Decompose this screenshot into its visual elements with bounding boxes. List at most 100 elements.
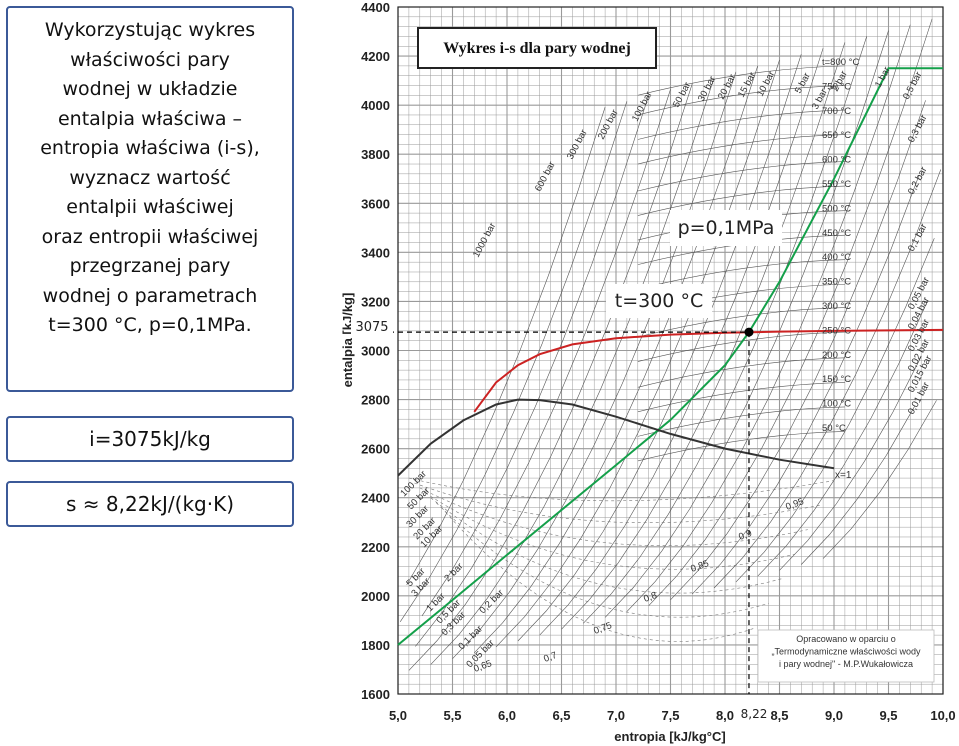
series-line-t-300-C [473,328,944,413]
isobar-label: 20 bar [716,72,738,101]
isotherm-label: 250 °C [822,325,851,336]
task-line: entropia właściwa (i-s), [40,137,260,159]
quality-line [414,482,821,524]
temperature-annotation-bg [606,284,712,318]
chart-title: Wykres i-s dla pary wodnej [443,40,631,57]
source-note-box [757,629,935,683]
y-tick-label: 2000 [361,589,390,604]
isobar-label: 600 bar [533,160,558,194]
isobar-line [648,18,933,606]
entropy-answer-box: s ≈ 8,22kJ/(kg·K) [6,481,294,527]
isotherm-label: t=800 °C [822,57,859,68]
isobar-line [713,169,942,589]
enthalpy-value-label: 3075 [355,320,388,335]
y-tick-label: 4400 [361,0,390,15]
y-tick-label: 2600 [361,442,390,457]
quality-line [419,487,808,546]
isotherm-label: 650 °C [822,130,851,141]
isotherm-label: 600 °C [822,155,851,166]
isotherm-label: 50 °C [822,423,846,434]
isobar-label: 0,1 bar [906,222,930,253]
isobar-label: 0,2 bar [906,165,930,196]
isotherm-line [637,161,845,192]
task-line: przegrzanej pary [69,255,231,277]
isobar-line [474,65,758,654]
isobar-label: 1000 bar [471,221,498,259]
isobar-line [421,95,649,617]
isobar-line [406,107,606,586]
isobar-line [430,77,715,665]
pressure-annotation: p=0,1MPa [678,217,775,239]
x-tick-label: 6,5 [552,708,570,723]
isobar-line [626,24,911,612]
y-tick-label: 4200 [361,49,390,64]
isobar-line [801,406,915,565]
quality-line [430,497,782,594]
y-tick-label: 3400 [361,245,390,260]
y-tick-label: 3000 [361,344,390,359]
source-note-line: „Termodynamiczne właściwości wody [771,647,921,657]
isotherm-line [637,406,845,437]
entropy-answer: s ≈ 8,22kJ/(kg·K) [66,492,234,516]
state-point [744,327,754,337]
isobar-label: 30 bar [696,74,718,103]
isobar-line [692,175,920,595]
x-tick-label: 9,0 [825,708,843,723]
isobar-label: 5 bar [793,71,813,95]
pressure-annotation-bg [670,210,782,246]
y-tick-label: 1600 [361,687,390,702]
isotherm-label: 200 °C [822,350,851,361]
isobar-line [604,30,889,618]
task-line: t=300 °C, p=0,1MPa. [48,314,252,336]
task-description-box: Wykorzystując wykres właściwości pary wodn… [6,6,294,392]
task-line: wodnej o parametrach [42,284,258,307]
x-axis-label: entropia [kJ/kg°C] [614,729,725,744]
isobar-line [670,100,926,601]
saturation-label: x=1 [835,470,852,481]
isobar-line [561,42,846,630]
x-tick-label: 10,0 [930,708,955,723]
isobar-line [408,83,693,671]
y-tick-label: 2400 [361,491,390,506]
isotherm-line [637,85,845,116]
source-note-line: i pary wodnej" - M.P.Wukałowicza [779,659,913,669]
isobar-label: 100 bar [630,90,655,124]
isotherm-label: 550 °C [822,179,851,190]
source-note-line: Opracowano w oparciu o [796,634,896,644]
isotherm-line [637,307,845,338]
entropy-tick-bg [738,704,770,722]
x-tick-label: 5,5 [443,708,461,723]
chart-title-box [417,27,657,69]
isotherm-line [637,431,845,462]
temperature-annotation: t=300 °C [615,290,703,312]
task-line: właściwości pary [70,48,230,71]
y-tick-label: 3800 [361,147,390,162]
x-tick-label: 7,0 [607,708,625,723]
y-tick-label: 2800 [361,393,390,408]
isotherm-line [637,65,845,96]
quality-label: 0,9 [737,528,753,543]
isobar-line [399,101,628,622]
task-line: Wykorzystując wykres [44,19,256,41]
isobar-line [779,356,922,571]
isobar-line [539,48,824,636]
isotherm-line [637,109,845,140]
task-line: wyznacz wartość [69,166,231,189]
isobar-label: 15 bar [736,70,758,99]
isotherm-label: 450 °C [822,228,851,239]
y-tick-label: 2200 [361,540,390,555]
x-tick-label: 5,0 [389,708,407,723]
quality-label: 0,75 [592,620,613,637]
isotherm-label: 100 °C [822,399,851,410]
isotherm-line [637,357,845,388]
isobar-label-low: 2 bar [442,561,465,584]
x-tick-label: 6,0 [498,708,516,723]
enthalpy-tick-bg [351,317,393,335]
isobar-line [583,36,867,624]
quality-line [425,492,795,570]
task-line: entalpii właściwej [66,196,234,218]
isotherm-line [637,259,845,290]
isotherm-label: 300 °C [822,301,851,312]
isobar-line [822,400,937,559]
